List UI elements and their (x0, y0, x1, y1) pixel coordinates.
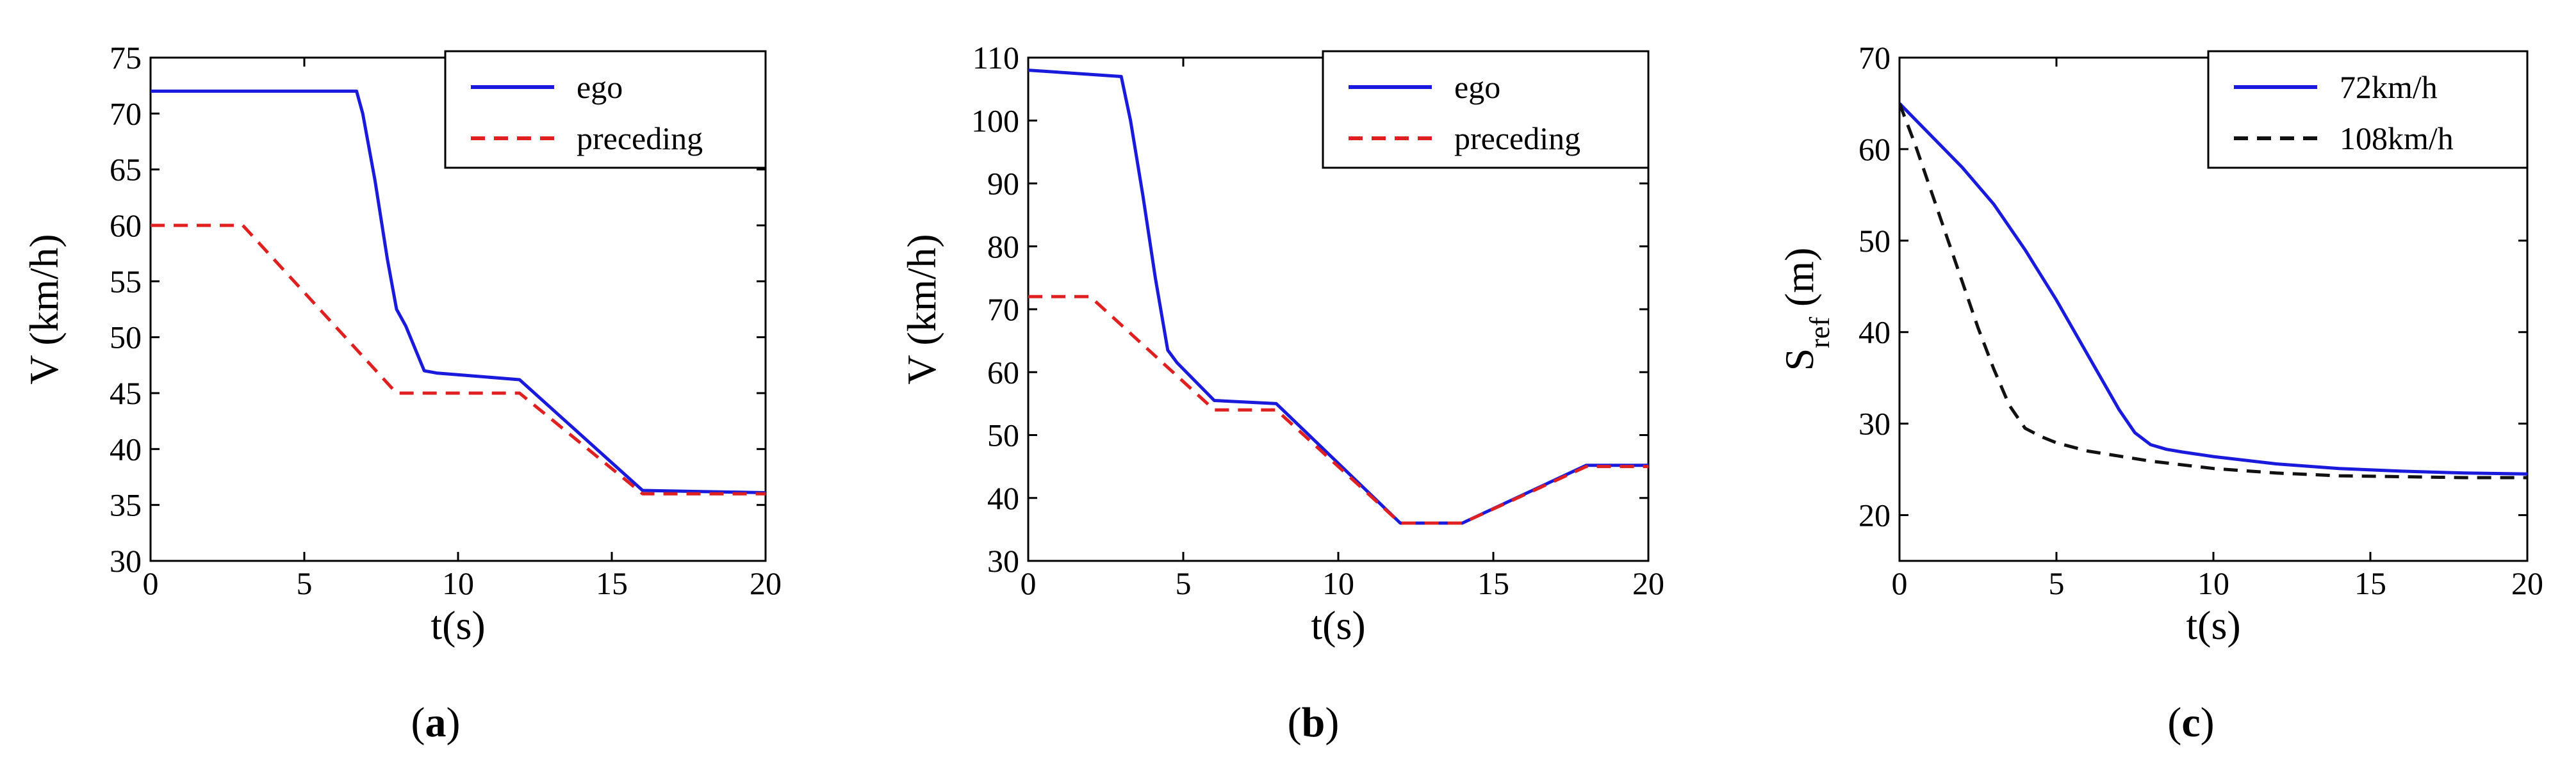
x-axis-label: t(s) (431, 602, 485, 648)
x-tick-label: 0 (1021, 565, 1037, 601)
y-axis-label-main: S (1776, 348, 1822, 371)
y-tick-label: 35 (110, 487, 142, 523)
y-tick-label: 60 (987, 354, 1019, 390)
x-tick-label: 20 (750, 565, 782, 601)
caption-letter: b (1302, 699, 1325, 746)
legend-label: ego (577, 69, 623, 105)
x-tick-label: 10 (442, 565, 474, 601)
chart-panel-c: 0 5 10 15 20 20 30 40 50 60 70 t(s) Sref (m) 72km/h 10… (1776, 40, 2543, 746)
series-line-108km-h (1899, 102, 2527, 480)
y-tick-label: 30 (1858, 406, 1891, 442)
y-tick-label: 45 (110, 375, 142, 411)
y-tick-label: 40 (1858, 314, 1891, 350)
caption-paren-close: ) (447, 699, 461, 746)
x-tick-label: 0 (1892, 565, 1908, 601)
x-tick-label: 0 (143, 565, 159, 601)
caption-paren-open: ( (1288, 699, 1302, 746)
x-tick-label: 5 (2049, 565, 2065, 601)
series-line-ego (1028, 69, 1648, 525)
y-tick-label: 70 (1858, 40, 1891, 76)
y-tick-label: 50 (1858, 223, 1891, 259)
y-tick-label: 90 (987, 166, 1019, 202)
panel-caption: (b) (1288, 699, 1340, 746)
legend-label: ego (1454, 69, 1500, 105)
legend-label: preceding (577, 120, 703, 156)
panel-caption: (c) (2167, 699, 2214, 746)
y-axis-label: V (km/h) (899, 234, 944, 384)
y-tick-label: 60 (110, 207, 142, 243)
y-tick-label: 50 (110, 319, 142, 355)
legend-label: preceding (1454, 120, 1580, 156)
y-tick-label: 80 (987, 229, 1019, 264)
x-axis-label: t(s) (1311, 602, 1365, 648)
caption-paren-close: ) (2201, 699, 2215, 746)
x-tick-label: 15 (596, 565, 628, 601)
legend-box (2207, 50, 2529, 169)
y-tick-label: 110 (972, 40, 1019, 76)
y-axis-label-subscript: ref (1804, 317, 1835, 348)
y-axis-label: Sref (m) (1776, 248, 1835, 371)
series-line-preceding (1028, 295, 1648, 525)
y-tick-label: 70 (110, 95, 142, 131)
x-tick-label: 10 (2197, 565, 2229, 601)
caption-paren-open: ( (2167, 699, 2181, 746)
series-line-72km-h (1899, 102, 2527, 476)
chart-panel-b: 0 5 10 15 20 30 40 50 60 70 80 90 100 110 t(s) V (km/h)… (899, 40, 1664, 746)
series-line-preceding (151, 223, 766, 496)
x-tick-label: 5 (297, 565, 313, 601)
caption-paren-close: ) (1325, 699, 1339, 746)
y-tick-label: 55 (110, 263, 142, 299)
legend-box (444, 50, 767, 169)
x-tick-label: 5 (1176, 565, 1192, 601)
caption-paren-open: ( (411, 699, 425, 746)
x-tick-label: 20 (2511, 565, 2543, 601)
legend-box (1322, 50, 1650, 169)
panel-caption: (a) (411, 699, 461, 746)
caption-letter: a (425, 699, 447, 746)
y-tick-label: 40 (110, 431, 142, 467)
y-axis-label-unit: (m) (1776, 248, 1822, 317)
caption-letter: c (2181, 699, 2200, 746)
y-tick-label: 75 (110, 40, 142, 76)
chart-panel-a: 0 5 10 15 20 30 35 40 45 50 55 60 65 70 75 t(s) V (km/h)… (21, 40, 782, 746)
y-axis-label: V (km/h) (21, 234, 67, 384)
y-tick-label: 40 (987, 480, 1019, 516)
legend-label: 72km/h (2340, 69, 2438, 105)
x-tick-label: 15 (1477, 565, 1509, 601)
legend-label: 108km/h (2340, 120, 2454, 156)
y-tick-label: 30 (110, 543, 142, 579)
y-tick-label: 65 (110, 152, 142, 188)
series-line-ego (151, 89, 766, 494)
y-tick-label: 100 (971, 102, 1019, 138)
y-tick-label: 60 (1858, 131, 1891, 167)
x-tick-label: 10 (1322, 565, 1354, 601)
x-axis-label: t(s) (2186, 602, 2240, 648)
y-tick-label: 50 (987, 417, 1019, 453)
y-tick-label: 20 (1858, 497, 1891, 533)
x-tick-label: 15 (2354, 565, 2386, 601)
x-tick-label: 20 (1632, 565, 1664, 601)
y-tick-label: 70 (987, 291, 1019, 327)
y-tick-label: 30 (987, 543, 1019, 579)
